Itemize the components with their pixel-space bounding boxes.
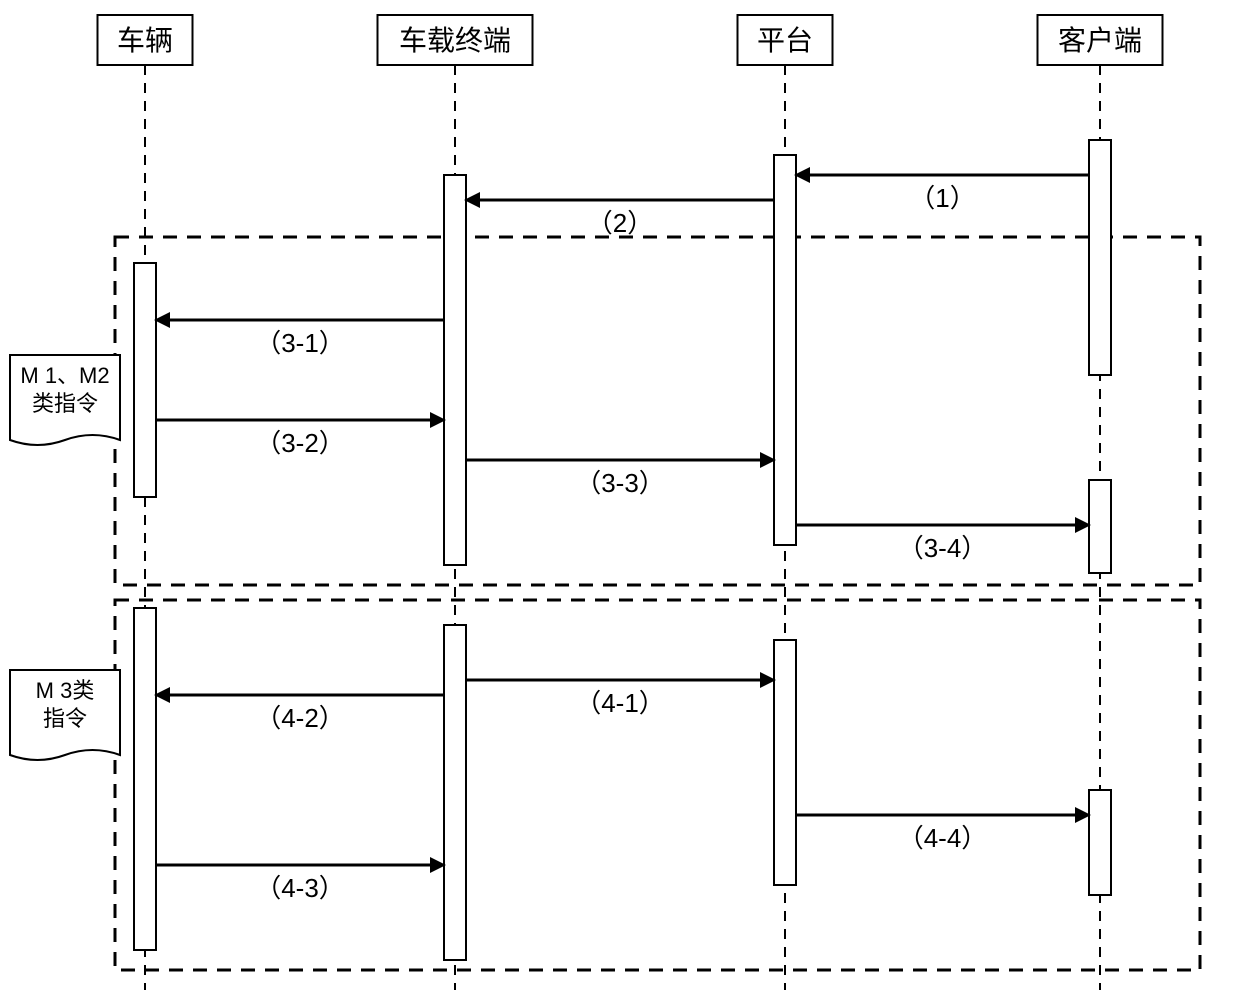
lifeline-label-vehicle: 车辆 [117,25,173,56]
message-label-7: （4-2） [255,703,345,733]
message-label-6: （4-1） [575,688,665,718]
sequence-diagram: 车辆 车载终端 平台 客户端 （1） （2） （3-1） （3-2） （3-3） （3-4） （4-… [0,0,1240,1007]
message-label-4: （3-3） [575,468,665,498]
lifeline-label-terminal: 车载终端 [399,25,511,56]
message-label-9: （4-3） [255,873,345,903]
note-text-1-1: 指令 [43,706,87,731]
note-text-0-0: M 1、M2 [20,363,109,388]
activation-vehicle-3 [134,263,156,497]
message-label-1: （2） [587,208,653,238]
activation-terminal-6 [444,625,466,960]
message-label-3: （3-2） [255,428,345,458]
message-label-8: （4-4） [898,823,988,853]
activation-vehicle-5 [134,608,156,950]
message-label-0: （1） [909,183,975,213]
activation-terminal-2 [444,175,466,565]
activation-client-0 [1089,140,1111,375]
lifeline-label-client: 客户端 [1058,25,1142,56]
activation-platform-7 [774,640,796,885]
lifeline-label-platform: 平台 [757,25,813,56]
message-label-2: （3-1） [255,328,345,358]
message-label-5: （3-4） [898,533,988,563]
activation-client-4 [1089,480,1111,573]
activation-platform-1 [774,155,796,545]
activation-client-8 [1089,790,1111,895]
note-text-0-1: 类指令 [32,391,98,416]
note-text-1-0: M 3类 [36,678,95,703]
